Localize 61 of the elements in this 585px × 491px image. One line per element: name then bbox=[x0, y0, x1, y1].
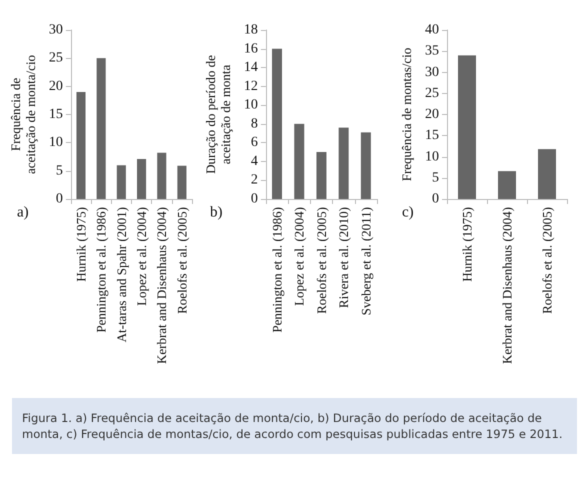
bar bbox=[272, 48, 282, 199]
x-tick-label: Lopez et al. (2004) bbox=[134, 207, 150, 306]
x-tick-label: Hurnik (1975) bbox=[460, 207, 474, 282]
bar bbox=[177, 166, 186, 199]
x-tick-label: Hurnik (1975) bbox=[73, 207, 88, 282]
y-tick-label: 20 bbox=[425, 107, 439, 122]
y-tick-label: 10 bbox=[48, 135, 63, 150]
y-axis-title: Duração do período de aceitação de monta bbox=[203, 54, 233, 174]
bar bbox=[137, 159, 146, 199]
y-tick-label: 40 bbox=[425, 22, 439, 38]
y-tick-label: 30 bbox=[48, 22, 63, 38]
bar bbox=[96, 58, 106, 199]
y-tick-label: 15 bbox=[48, 107, 63, 122]
y-tick-label: 15 bbox=[425, 128, 439, 144]
y-tick-label: 10 bbox=[244, 98, 258, 113]
x-tick-label: Roelofs et al. (2005) bbox=[174, 207, 190, 314]
y-tick-label: 2 bbox=[250, 172, 258, 188]
y-tick-label: 30 bbox=[425, 64, 439, 80]
bar bbox=[538, 149, 556, 199]
bar bbox=[338, 128, 349, 199]
bar bbox=[360, 132, 371, 199]
bar bbox=[116, 165, 126, 199]
bar bbox=[157, 152, 166, 199]
y-tick-label: 4 bbox=[250, 154, 258, 169]
text: c) bbox=[402, 204, 414, 220]
y-tick-label: 10 bbox=[425, 149, 439, 164]
y-tick-label: 0 bbox=[250, 192, 258, 206]
text: b) bbox=[210, 204, 222, 220]
x-tick-label: Kerbrat and Disenhaus (2004) bbox=[500, 207, 514, 364]
x-tick-label: Roelofs et al. (2005) bbox=[540, 207, 554, 314]
bar bbox=[458, 55, 476, 199]
x-tick-label: Kerbrat and Disenhaus (2004) bbox=[154, 207, 170, 364]
x-tick-label: Pennington et al. (1986) bbox=[94, 207, 109, 333]
y-tick-label: 18 bbox=[244, 22, 258, 38]
y-tick-label: 25 bbox=[48, 50, 63, 66]
y-axis-title: Frequência de aceitação de monta/cio bbox=[8, 54, 38, 174]
y-tick-label: 20 bbox=[48, 78, 63, 94]
y-tick-label: 25 bbox=[425, 86, 439, 101]
y-axis-title: Frequência de montas/cio bbox=[399, 48, 414, 182]
x-tick-label: Sveberg et al. (2011) bbox=[358, 207, 374, 316]
bar bbox=[316, 152, 326, 199]
text: Figura 1. a) Frequência de aceitação de monta/cio, b) Duração do período de aceitação de monta, c) Frequência de montas/cio, de acordo com pesquisas publicadas entre 1975 e 2011. bbox=[12, 398, 577, 454]
x-tick-label: Rivera et al. (2010) bbox=[336, 207, 352, 308]
y-tick-label: 35 bbox=[425, 44, 439, 59]
y-tick-label: 16 bbox=[244, 41, 258, 56]
y-tick-label: 0 bbox=[432, 192, 439, 206]
x-tick-label: Roelofs et al. (2005) bbox=[314, 207, 329, 314]
bar bbox=[76, 92, 86, 199]
x-tick-label: Lopez et al. (2004) bbox=[292, 207, 307, 306]
x-tick-label: Pennington et al. (1986) bbox=[270, 207, 285, 333]
x-tick-label: At-taras and Spahr (2001) bbox=[114, 207, 129, 342]
y-tick-label: 5 bbox=[432, 170, 439, 186]
y-tick-label: 12 bbox=[244, 78, 258, 94]
bar bbox=[498, 171, 516, 199]
bar bbox=[294, 124, 304, 199]
text: a) bbox=[17, 204, 29, 220]
y-tick-label: 6 bbox=[250, 135, 258, 150]
y-tick-label: 8 bbox=[250, 116, 258, 132]
y-tick-label: 0 bbox=[56, 192, 63, 206]
y-tick-label: 5 bbox=[56, 163, 63, 178]
y-tick-label: 14 bbox=[244, 60, 258, 76]
